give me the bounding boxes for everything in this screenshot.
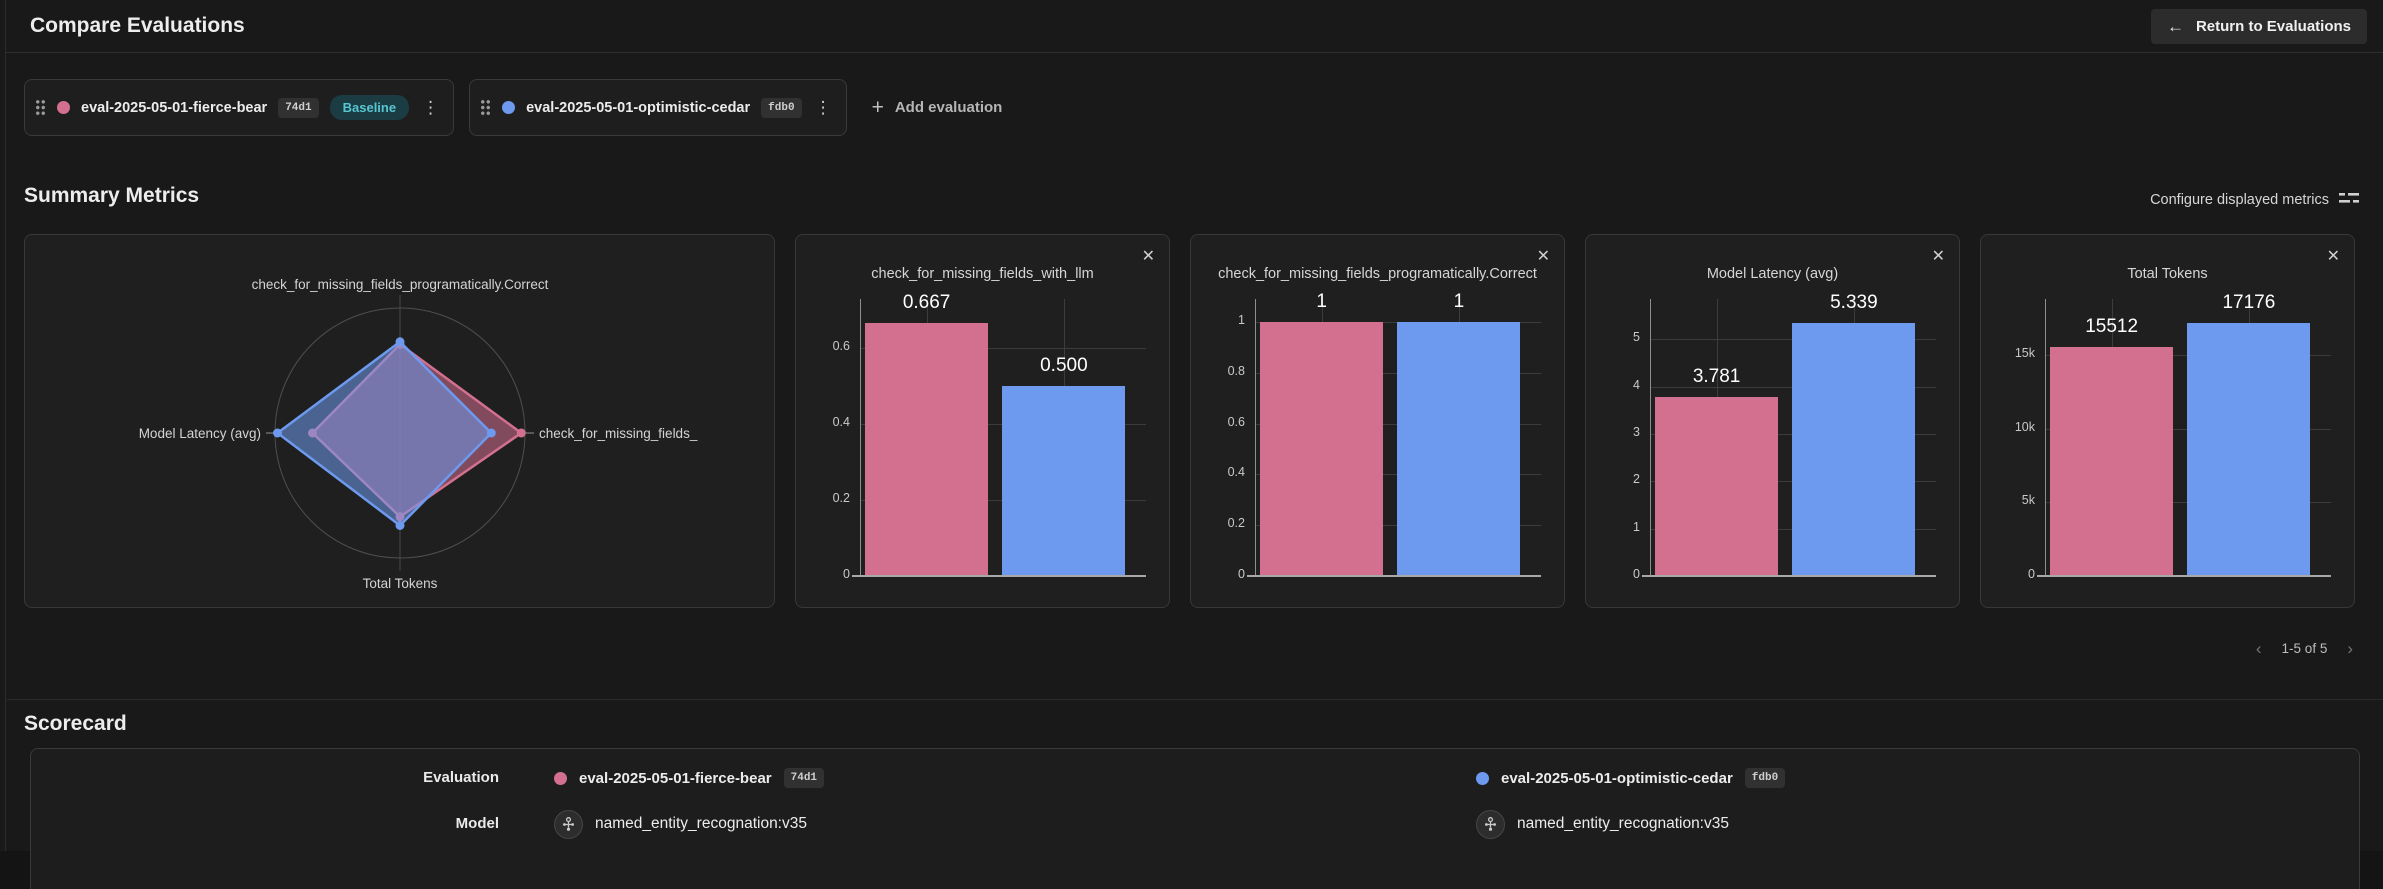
chart-title: check_for_missing_fields_programatically… <box>1218 266 1537 282</box>
plus-icon: + <box>871 95 884 119</box>
configure-displayed-metrics-button[interactable]: Configure displayed metrics <box>2150 190 2359 210</box>
radar-chart: check_for_missing_fields_programatically… <box>25 235 774 607</box>
evaluation-hash-badge: 74d1 <box>278 97 319 118</box>
panel-edge <box>5 0 6 851</box>
chevron-left-icon[interactable]: ‹ <box>2255 639 2262 658</box>
section-divider <box>7 699 2383 700</box>
evaluation-pill[interactable]: eval-2025-05-01-optimistic-cedar fdb0 ⋮ <box>469 79 847 136</box>
evaluation-color-dot <box>502 101 516 114</box>
evaluation-name: eval-2025-05-01-fierce-bear <box>579 769 772 787</box>
evaluation-hash-badge: fdb0 <box>761 97 802 118</box>
drag-handle-icon[interactable] <box>480 99 492 116</box>
close-icon[interactable]: ✕ <box>1931 248 1945 265</box>
bar-chart: 0 1 2 3 4 5 3.781 5.339 <box>1633 292 1936 581</box>
chevron-right-icon[interactable]: › <box>2347 639 2353 658</box>
bar-chart: 0 0.2 0.4 0.6 0.667 0.500 <box>833 292 1146 581</box>
model-icon <box>1476 809 1505 839</box>
configure-metrics-icon <box>2339 190 2359 210</box>
evaluation-color-dot <box>1476 771 1489 785</box>
chart-title: Model Latency (avg) <box>1706 266 1839 282</box>
summary-metrics-title: Summary Metrics <box>24 184 200 207</box>
svg-text:Total Tokens: Total Tokens <box>363 576 438 591</box>
model-name: named_entity_recognation:v35 <box>595 815 807 832</box>
configure-label: Configure displayed metrics <box>2150 192 2329 208</box>
evaluation-hash-badge: fdb0 <box>1744 768 1786 788</box>
drag-handle-icon[interactable] <box>35 99 46 116</box>
evaluation-pill-baseline[interactable]: eval-2025-05-01-fierce-bear 74d1 Baselin… <box>24 79 455 136</box>
page-title: Compare Evaluations <box>30 14 245 37</box>
evaluation-name: eval-2025-05-01-fierce-bear <box>81 99 268 116</box>
radar-metric-card: check_for_missing_fields_programatically… <box>24 234 775 608</box>
metric-card-total-tokens: ✕ Total Tokens 0 5k 10k 15k 15512 17176 <box>1980 234 2355 608</box>
scorecard-evaluation-cell[interactable]: eval-2025-05-01-optimistic-cedar fdb0 <box>1476 761 1786 795</box>
return-button-label: Return to Evaluations <box>2195 18 2351 35</box>
scorecard-evaluation-row: Evaluation eval-2025-05-01-fierce-bear 7… <box>31 761 2359 795</box>
row-label-evaluation: Evaluation <box>423 769 499 786</box>
return-to-evaluations-button[interactable]: ← Return to Evaluations <box>2150 9 2367 44</box>
evaluation-color-dot <box>57 101 70 114</box>
metric-card-model-latency: ✕ Model Latency (avg) 0 1 2 3 4 5 3.781 5.339 <box>1585 234 1960 608</box>
metric-card-with-llm: ✕ check_for_missing_fields_with_llm 0 0.2… <box>795 234 1170 608</box>
evaluation-hash-badge: 74d1 <box>783 768 825 788</box>
close-icon[interactable]: ✕ <box>2326 248 2340 265</box>
model-icon <box>554 809 583 839</box>
summary-metric-cards: check_for_missing_fields_programatically… <box>24 234 2355 608</box>
back-arrow-icon: ← <box>2166 16 2184 36</box>
pagination-range: 1-5 of 5 <box>2281 641 2328 656</box>
chart-title: Total Tokens <box>2127 266 2208 282</box>
evaluation-selector-row: eval-2025-05-01-fierce-bear 74d1 Baselin… <box>24 79 1012 136</box>
scorecard-title: Scorecard <box>24 712 127 735</box>
scorecard-table: Evaluation eval-2025-05-01-fierce-bear 7… <box>30 748 2360 889</box>
chart-title: check_for_missing_fields_with_llm <box>871 266 1094 282</box>
metrics-pagination: ‹ 1-5 of 5 › <box>2256 640 2353 657</box>
bar-chart: 0 0.2 0.4 0.6 0.8 1 1 1 <box>1228 291 1541 581</box>
metric-card-programatically-correct: ✕ check_for_missing_fields_programatical… <box>1190 234 1565 608</box>
scorecard-model-cell[interactable]: named_entity_recognation:v35 <box>554 807 807 841</box>
kebab-menu-icon[interactable]: ⋮ <box>814 98 832 117</box>
close-icon[interactable]: ✕ <box>1141 248 1155 265</box>
bar-chart: 0 5k 10k 15k 15512 17176 <box>2015 292 2331 581</box>
scorecard-model-row: Model named_entity_recognation:v35 <box>31 807 2359 847</box>
svg-text:check_for_missing_fields_progr: check_for_missing_fields_programatically… <box>252 277 549 292</box>
svg-text:check_for_missing_fields_: check_for_missing_fields_ <box>539 426 698 441</box>
evaluation-name: eval-2025-05-01-optimistic-cedar <box>526 99 751 116</box>
svg-text:Model Latency (avg): Model Latency (avg) <box>139 426 261 441</box>
add-evaluation-label: Add evaluation <box>894 99 1003 116</box>
add-evaluation-button[interactable]: + Add evaluation <box>862 79 1013 136</box>
close-icon[interactable]: ✕ <box>1536 248 1550 265</box>
scorecard-model-cell[interactable]: named_entity_recognation:v35 <box>1476 807 1729 841</box>
app-header: Compare Evaluations ← Return to Evaluati… <box>6 0 2383 53</box>
evaluation-color-dot <box>554 771 567 785</box>
evaluation-name: eval-2025-05-01-optimistic-cedar <box>1501 769 1733 787</box>
model-name: named_entity_recognation:v35 <box>1517 815 1729 832</box>
baseline-badge: Baseline <box>329 95 410 120</box>
kebab-menu-icon[interactable]: ⋮ <box>422 98 440 117</box>
scorecard-evaluation-cell[interactable]: eval-2025-05-01-fierce-bear 74d1 <box>554 761 825 795</box>
row-label-model: Model <box>455 815 499 832</box>
